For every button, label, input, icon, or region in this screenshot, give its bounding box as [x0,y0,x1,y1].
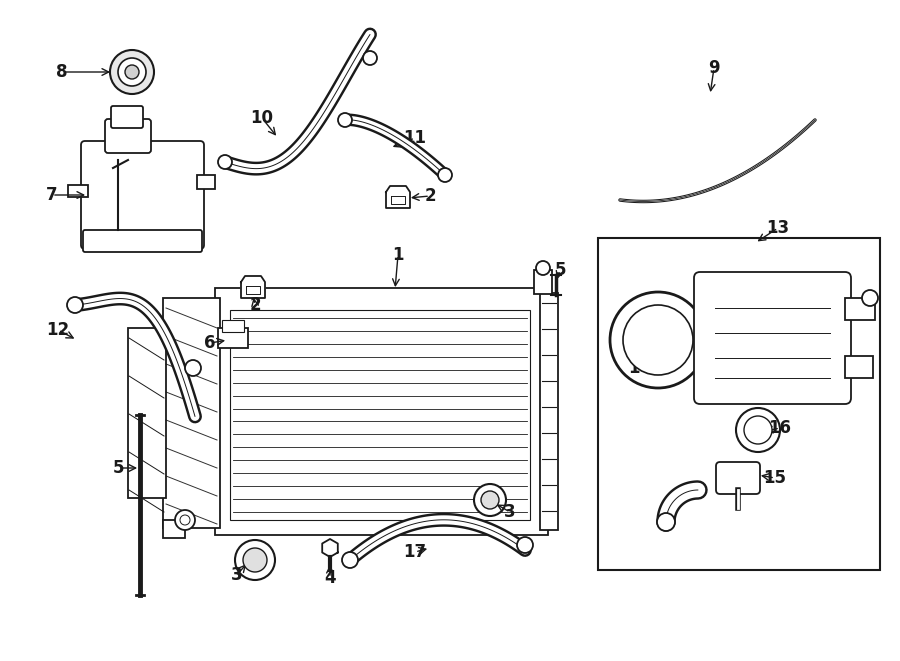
Bar [222,320,244,332]
Circle shape [517,537,533,553]
Text: 1: 1 [392,246,404,264]
FancyBboxPatch shape [694,272,851,404]
Circle shape [536,261,550,275]
Polygon shape [322,539,338,557]
Text: 10: 10 [250,109,274,127]
Circle shape [862,290,878,306]
Bar [197,175,215,189]
Circle shape [218,155,232,169]
FancyBboxPatch shape [83,230,202,252]
Text: 7: 7 [46,186,58,204]
FancyBboxPatch shape [716,462,760,494]
Text: 4: 4 [324,569,336,587]
Text: 5: 5 [554,261,566,279]
Circle shape [110,50,154,94]
FancyBboxPatch shape [105,119,151,153]
Circle shape [185,360,201,376]
Bar [218,328,248,348]
Bar [128,328,166,498]
Text: 5: 5 [112,459,124,477]
Text: 13: 13 [767,219,789,237]
Circle shape [363,51,377,65]
Circle shape [438,168,452,182]
Bar [845,298,875,320]
Bar [540,293,558,530]
Text: 17: 17 [403,543,427,561]
Text: 15: 15 [763,469,787,487]
Text: 16: 16 [769,419,791,437]
Text: 12: 12 [47,321,69,339]
Bar [845,356,873,378]
Text: 11: 11 [403,129,427,147]
Circle shape [243,548,267,572]
Circle shape [657,513,675,531]
Circle shape [338,113,352,127]
Circle shape [481,491,499,509]
Polygon shape [386,186,410,208]
Circle shape [744,416,772,444]
Text: 8: 8 [56,63,68,81]
Circle shape [180,515,190,525]
Circle shape [235,540,275,580]
Text: 2: 2 [424,187,436,205]
Circle shape [610,292,706,388]
Bar [68,185,88,197]
Circle shape [67,297,83,313]
Circle shape [623,305,693,375]
Bar [215,288,548,535]
Bar [230,310,530,520]
Bar [163,520,185,538]
FancyBboxPatch shape [81,141,204,249]
Polygon shape [241,276,265,298]
FancyBboxPatch shape [111,106,143,128]
Text: 14: 14 [628,359,652,377]
Circle shape [736,408,780,452]
Text: 9: 9 [708,59,720,77]
Text: 3: 3 [231,566,243,584]
Text: 3: 3 [504,503,516,521]
Circle shape [474,484,506,516]
Circle shape [125,65,139,79]
Text: 6: 6 [204,334,216,352]
Circle shape [118,58,146,86]
Text: 2: 2 [249,296,261,314]
Bar [598,238,880,570]
Bar [534,270,552,294]
Circle shape [342,552,358,568]
Bar [163,298,220,528]
Circle shape [175,510,195,530]
